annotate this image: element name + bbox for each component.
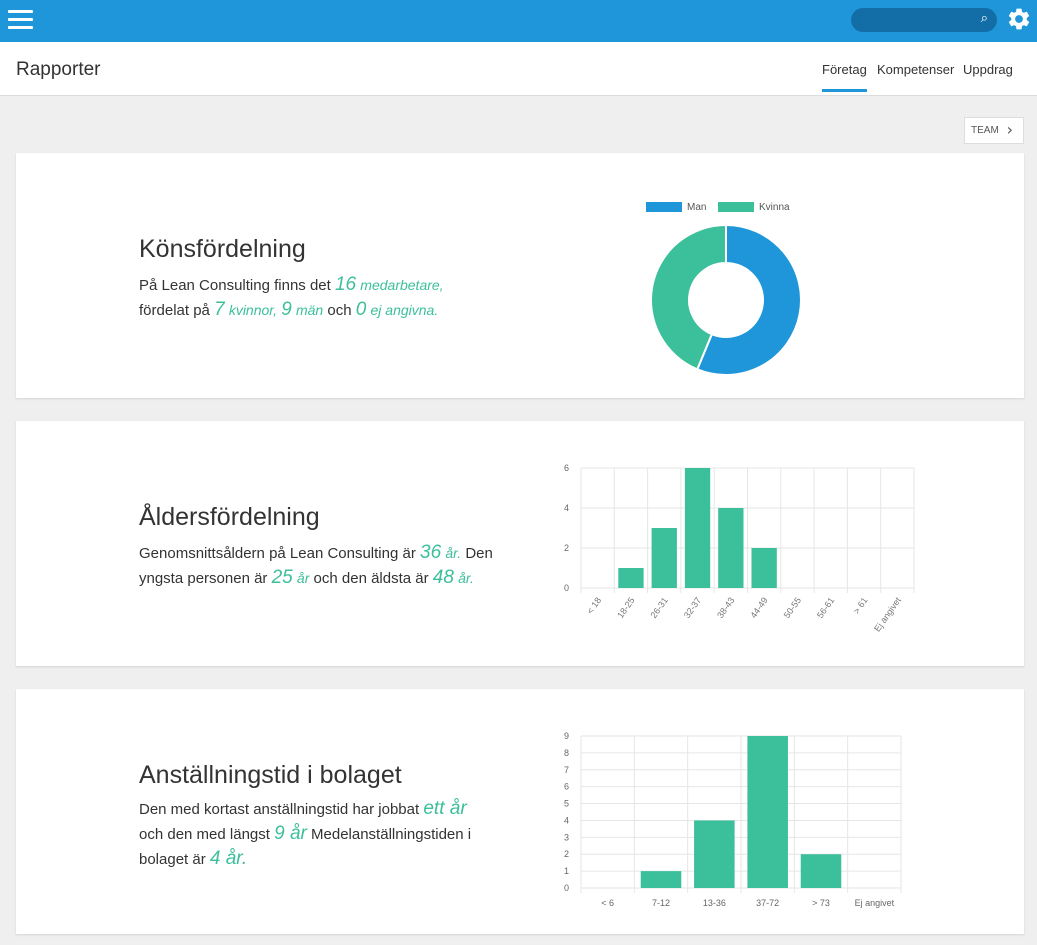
tenure-text-p3: Medelanställningstiden i bolaget är	[139, 826, 472, 868]
unknown-label: ej angivna.	[370, 302, 439, 318]
longest-tenure: 9 år	[274, 823, 307, 844]
hamburger-menu-icon[interactable]	[8, 10, 33, 30]
max-age: 48	[432, 567, 454, 588]
y-tick-label: 9	[564, 731, 569, 741]
tab-foretag[interactable]: Företag	[822, 62, 867, 92]
y-tick-label: 7	[564, 765, 569, 775]
avg-age: 36	[420, 542, 442, 563]
men-label: män	[295, 302, 324, 318]
women-label: kvinnor,	[228, 302, 278, 318]
x-tick-label: 7-12	[652, 898, 670, 908]
total-label: medarbetare,	[360, 277, 444, 293]
gender-text: På Lean Consulting finns det 16 medarbet…	[139, 273, 519, 323]
y-tick-label: 6	[564, 463, 569, 473]
tenure-text-p1: Den med kortast anställningstid har jobb…	[139, 801, 420, 818]
bar-1	[640, 871, 682, 888]
x-tick-label: < 18	[585, 595, 603, 615]
legend-man: Man	[646, 202, 706, 213]
y-tick-label: 2	[564, 849, 569, 859]
tab-kompetenser[interactable]: Kompetenser	[877, 62, 955, 77]
shortest-tenure: ett år	[423, 798, 467, 819]
gender-donut-chart	[650, 223, 802, 376]
tenure-card: Anställningstid i bolaget Den med kortas…	[16, 689, 1024, 934]
average-tenure: 4 år.	[209, 848, 248, 869]
legend-man-label: Man	[687, 202, 707, 213]
chevron-right-icon: ›	[1006, 120, 1013, 139]
bar-3	[684, 468, 711, 588]
y-tick-label: 3	[564, 832, 569, 842]
tenure-text-p2: och den med längst	[139, 826, 270, 843]
y-tick-label: 1	[564, 866, 569, 876]
x-tick-label: 32-37	[682, 595, 703, 620]
x-tick-label: 50-55	[782, 595, 803, 620]
x-tick-label: 26-31	[648, 595, 669, 620]
page-header: Rapporter Företag Kompetenser Uppdrag	[0, 42, 1037, 96]
gender-title: Könsfördelning	[139, 235, 306, 263]
bar-1	[618, 568, 644, 588]
y-tick-label: 4	[564, 503, 569, 513]
y-tick-label: 4	[564, 815, 569, 825]
unknown-count: 0	[355, 299, 367, 320]
x-tick-label: 18-25	[615, 595, 636, 620]
x-tick-label: < 6	[601, 898, 614, 908]
gender-text-p2: fördelat på	[139, 302, 210, 319]
bar-5	[751, 548, 777, 588]
search-input[interactable]: ⌕	[851, 8, 997, 32]
bar-4	[718, 508, 744, 588]
x-tick-label: Ej angivet	[855, 898, 895, 908]
team-button-label: TEAM	[971, 125, 999, 136]
x-tick-label: > 61	[851, 595, 869, 615]
legend-kvinna: Kvinna	[718, 202, 790, 213]
x-tick-label: 56-61	[815, 595, 836, 620]
age-card: Åldersfördelning Genomsnittsåldern på Le…	[16, 421, 1024, 666]
gender-text-p3: och	[327, 302, 352, 319]
legend-kvinna-swatch	[718, 202, 754, 213]
team-button[interactable]: TEAM ›	[964, 117, 1024, 144]
x-tick-label: Ej angivet	[872, 595, 903, 634]
y-tick-label: 0	[564, 583, 569, 593]
y-tick-label: 5	[564, 799, 569, 809]
y-tick-label: 2	[564, 543, 569, 553]
min-age: 25	[271, 567, 293, 588]
max-age-unit: år.	[458, 570, 474, 586]
bar-2	[651, 528, 677, 588]
men-count: 9	[281, 299, 292, 320]
age-title: Åldersfördelning	[139, 503, 320, 531]
tenure-text: Den med kortast anställningstid har jobb…	[139, 797, 519, 872]
gear-icon[interactable]	[1006, 6, 1032, 32]
donut-slice-kvinna	[650, 223, 727, 371]
legend-kvinna-label: Kvinna	[759, 202, 790, 213]
legend-man-swatch	[646, 202, 682, 213]
bar-2	[694, 820, 735, 888]
gender-card: Könsfördelning På Lean Consulting finns …	[16, 153, 1024, 398]
min-age-unit: år	[296, 570, 310, 586]
x-tick-label: 37-72	[756, 898, 779, 908]
avg-age-unit: år.	[445, 545, 462, 561]
women-count: 7	[214, 299, 225, 320]
search-icon[interactable]: ⌕	[980, 11, 988, 26]
total-count: 16	[334, 274, 357, 295]
tenure-bar-chart: 0 1 2 3 4 5 6 7 8 9 < 6 7-12 13-36 37-72 > 73 Ej angive…	[564, 731, 902, 908]
y-tick-label: 6	[564, 782, 569, 792]
gender-text-p1: På Lean Consulting finns det	[139, 277, 331, 294]
top-bar: ⌕	[0, 0, 1037, 42]
tenure-title: Anställningstid i bolaget	[139, 761, 402, 789]
x-tick-label: > 73	[812, 898, 830, 908]
y-tick-label: 0	[564, 883, 569, 893]
age-bar-chart: 0 2 4 6 < 18 18-25 26-31 32-37 38-43 44-49 50-55 56…	[564, 463, 915, 634]
page-title: Rapporter	[16, 59, 101, 80]
age-text-p1: Genomsnittsåldern på Lean Consulting är	[139, 545, 416, 562]
bar-4	[800, 854, 842, 888]
age-text: Genomsnittsåldern på Lean Consulting är …	[139, 541, 519, 591]
age-text-p2: Den yngsta personen är	[139, 545, 493, 587]
tab-uppdrag[interactable]: Uppdrag	[963, 62, 1013, 77]
age-text-p3: och den äldsta är	[313, 570, 429, 587]
donut-slice-man	[695, 223, 802, 376]
x-tick-label: 38-43	[715, 595, 736, 620]
x-tick-label: 44-49	[748, 595, 769, 620]
bar-3	[747, 736, 788, 888]
x-tick-label: 13-36	[703, 898, 726, 908]
y-tick-label: 8	[564, 748, 569, 758]
